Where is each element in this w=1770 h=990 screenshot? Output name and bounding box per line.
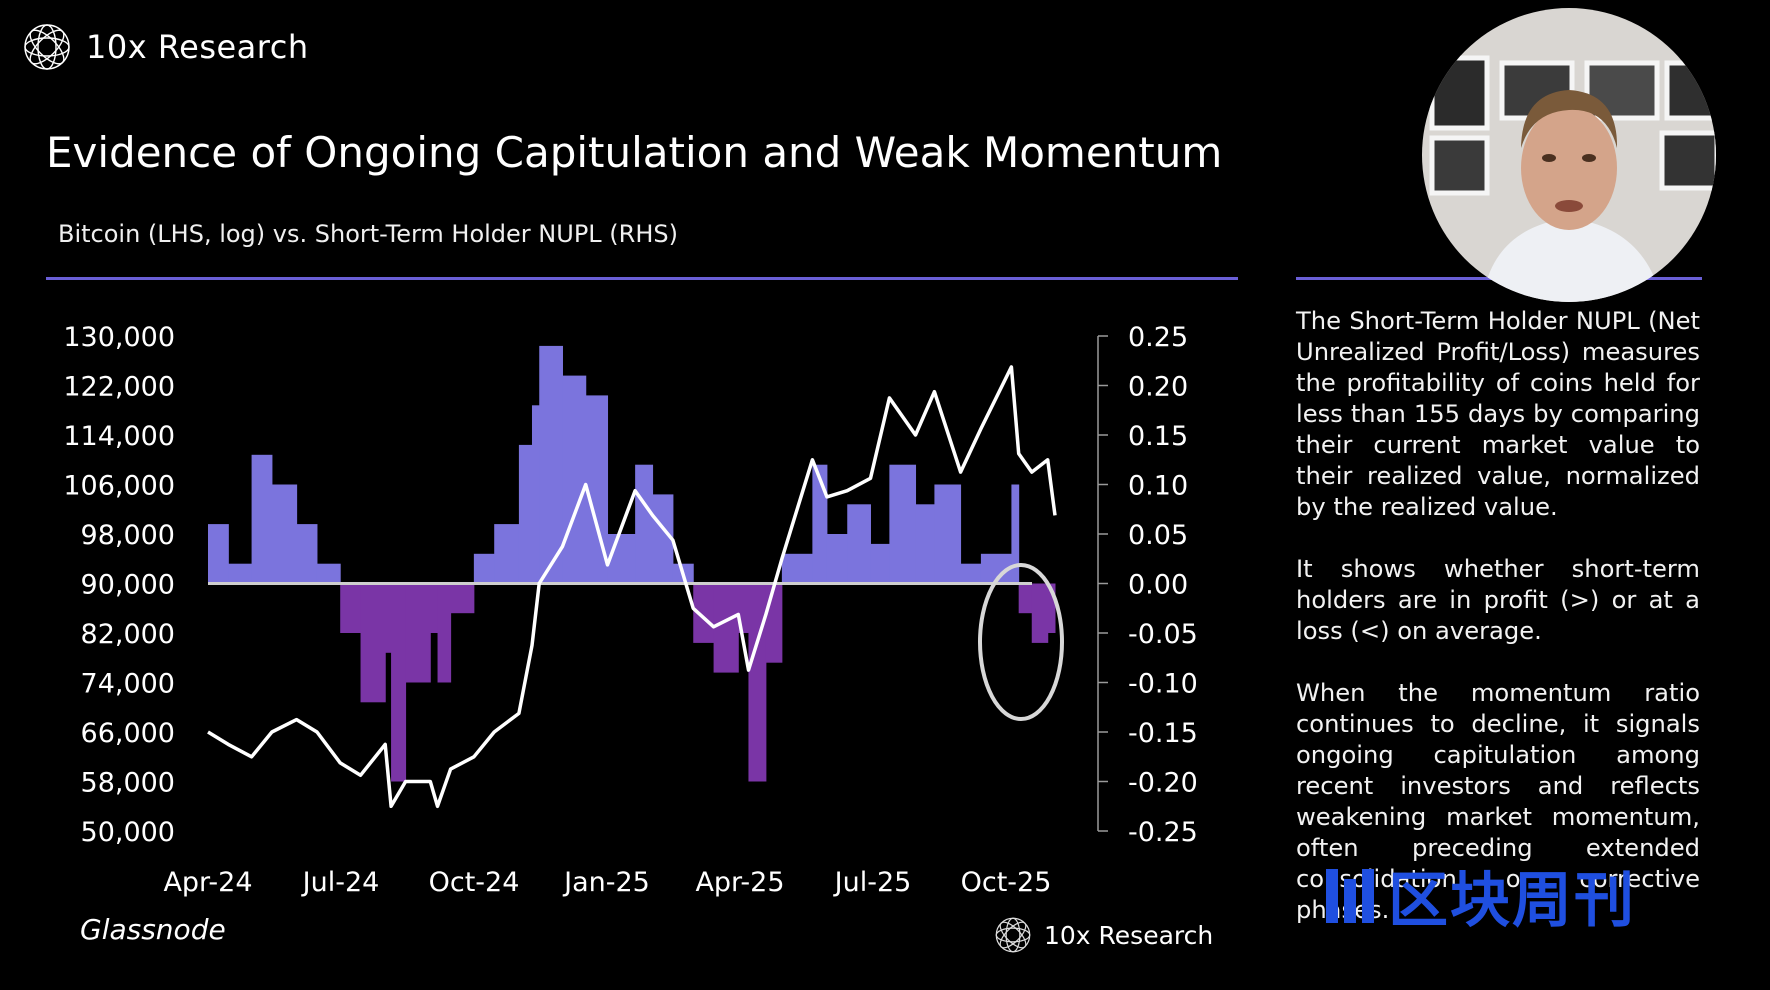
nupl-bar (228, 563, 253, 584)
globe-wireframe-icon (995, 917, 1031, 953)
right-axis-tick-label: -0.15 (1128, 718, 1198, 749)
left-axis-tick-label: 82,000 (81, 619, 175, 650)
left-axis-tick-label: 58,000 (81, 768, 175, 799)
watermark-text: 区块周刊 (1388, 866, 1636, 936)
x-axis-tick-label: Oct-24 (429, 867, 520, 898)
nupl-bar (1047, 583, 1056, 633)
nupl-bar (518, 444, 533, 584)
right-axis-tick-label: 0.15 (1128, 421, 1188, 452)
x-axis-tick-label: Apr-24 (163, 867, 252, 898)
right-axis-tick-label: -0.05 (1128, 619, 1198, 650)
x-axis-tick-label: Jul-24 (301, 867, 380, 898)
side-description: The Short-Term Holder NUPL (Net Unrealiz… (1296, 306, 1700, 957)
nupl-bar (531, 405, 540, 584)
nupl-bar (539, 345, 563, 584)
nupl-bar (889, 464, 917, 584)
left-axis-tick-label: 66,000 (81, 718, 175, 749)
nupl-bar (437, 583, 452, 683)
nupl-bar (826, 534, 848, 584)
slide-title: Evidence of Ongoing Capitulation and Wea… (46, 128, 1223, 177)
nupl-bar (847, 504, 871, 584)
right-axis-tick-label: -0.25 (1128, 817, 1198, 848)
right-axis-tick-label: 0.20 (1128, 372, 1188, 403)
nupl-bar (340, 583, 362, 633)
left-axis-tick-label: 90,000 (81, 570, 175, 601)
watermark-logo-icon (1326, 868, 1374, 923)
bitcoin-price-line (207, 365, 1057, 809)
nupl-bar (251, 454, 273, 584)
brand-name: 10x Research (86, 28, 309, 66)
footer-logo: 10x Research (994, 916, 1213, 954)
nupl-bar (652, 494, 674, 584)
nupl-bar (870, 543, 890, 584)
x-axis-tick-label: Jan-25 (562, 867, 650, 898)
nupl-bar (405, 583, 431, 683)
nupl-bar (713, 583, 739, 673)
right-axis-tick-label: 0.00 (1128, 570, 1188, 601)
nupl-bar (915, 504, 935, 584)
nupl-bar (430, 583, 439, 633)
nupl-bar (765, 583, 783, 663)
left-axis-tick-label: 74,000 (81, 669, 175, 700)
x-axis-tick-label: Oct-25 (961, 867, 1052, 898)
brand-logo: 10x Research (22, 22, 309, 72)
side-paragraph-3: When the momentum ratio continues to dec… (1296, 679, 1700, 924)
side-paragraph-2: It shows whether short-term holders are … (1296, 555, 1700, 645)
nupl-bar (748, 583, 767, 782)
nupl-bar (562, 375, 587, 584)
nupl-bar (494, 524, 520, 584)
nupl-bar (585, 395, 609, 584)
presenter-video (1422, 8, 1716, 302)
capitulation-highlight-circle (978, 563, 1064, 721)
x-axis-tick-label: Apr-25 (695, 867, 784, 898)
left-axis-tick-label: 114,000 (63, 421, 175, 452)
right-axis-tick-label: 0.10 (1128, 471, 1188, 502)
btc-nupl-chart: 130,000 122,000 114,000 106,000 98,000 90,000… (63, 322, 1198, 898)
nupl-bar (635, 464, 654, 584)
nupl-bar (812, 464, 828, 584)
nupl-bar (1031, 583, 1049, 643)
watermark: 区块周刊 (1320, 852, 1636, 939)
right-axis-tick-label: 0.25 (1128, 322, 1188, 353)
nupl-bar (473, 553, 495, 584)
nupl-bar (1018, 583, 1033, 614)
nupl-bar (781, 553, 813, 584)
nupl-bar (296, 524, 318, 584)
globe-wireframe-icon (24, 24, 70, 70)
left-axis-tick-label: 98,000 (81, 520, 175, 551)
left-axis-tick-label: 50,000 (81, 817, 175, 848)
nupl-bar (960, 563, 982, 584)
left-axis-tick-label: 106,000 (63, 471, 175, 502)
chart-subtitle: Bitcoin (LHS, log) vs. Short-Term Holder… (58, 220, 678, 248)
nupl-bar (693, 583, 715, 643)
nupl-bar (316, 563, 341, 584)
nupl-bar (391, 583, 407, 782)
data-source: Glassnode (80, 913, 226, 946)
footer-brand: 10x Research (1044, 920, 1214, 950)
nupl-bar (360, 583, 386, 703)
nupl-bar (450, 583, 475, 614)
left-axis-tick-label: 130,000 (63, 322, 175, 353)
nupl-bar (1011, 484, 1020, 584)
right-axis-tick-label: -0.10 (1128, 669, 1198, 700)
right-axis-tick-label: -0.20 (1128, 768, 1198, 799)
x-axis-tick-label: Jul-25 (833, 867, 912, 898)
nupl-bar (607, 534, 636, 584)
nupl-bar (934, 484, 962, 584)
side-paragraph-1: The Short-Term Holder NUPL (Net Unrealiz… (1296, 307, 1700, 521)
nupl-bar (271, 484, 298, 584)
nupl-bar (738, 583, 749, 633)
right-axis-tick-label: 0.05 (1128, 520, 1188, 551)
nupl-bar (385, 583, 392, 653)
chart-header-rule (46, 277, 1238, 280)
left-axis-tick-label: 122,000 (63, 372, 175, 403)
nupl-bar (208, 524, 229, 584)
